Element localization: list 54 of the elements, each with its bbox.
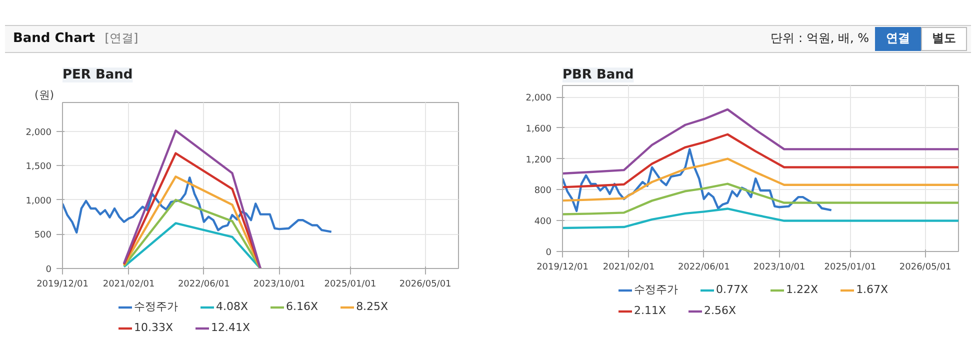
text: 별도 [921,27,967,51]
legend-label: 10.33X [134,321,174,334]
x-tick-label: 2026/05/01 [399,280,452,290]
y-tick-label: 400 [534,217,552,228]
line-series [62,176,332,234]
x-tick-label: 2019/12/01 [536,262,588,272]
line-series [122,198,262,268]
x-tick-label: 2022/06/01 [178,280,230,290]
text: 단위 : 억원, 배, % [770,31,869,46]
x-tick-label: 2023/10/01 [753,262,806,272]
y-tick-label: 1,200 [526,155,552,166]
y-tick-label: 2,000 [26,128,52,138]
line-series [122,152,262,268]
legend-label: 2.56X [704,304,736,317]
line-series [562,148,832,212]
legend-label: 8.25X [356,300,388,313]
line-series [122,175,262,268]
legend-label: 12.41X [211,321,250,334]
line-series [562,158,958,202]
legend-label: 2.11X [634,304,666,317]
line-series [122,130,262,268]
legend-label: 1.22X [786,283,818,296]
text: 연결 [875,27,921,51]
legend-label: 0.77X [716,283,748,296]
text: Band Chart [13,30,95,46]
legend-label: 수정주가 [134,299,178,314]
line-series [562,208,958,230]
line-series [562,108,958,175]
text: [연결] [104,30,138,45]
y-tick-label: 500 [34,230,52,241]
chart-title: PER Band [62,68,133,82]
x-tick-label: 2021/02/01 [602,262,655,272]
x-tick-label: 2023/10/01 [253,280,306,290]
x-tick-label: 2026/05/01 [899,262,952,272]
legend-label: 4.08X [216,300,248,313]
line-series [562,133,958,188]
y-tick-label: 1,000 [26,196,52,206]
y-tick-label: 1,500 [26,162,52,172]
y-tick-label: 1,600 [526,124,552,134]
x-tick-label: 2025/01/01 [324,280,376,290]
y-tick-label: 0 [546,248,552,258]
line-series [562,182,958,216]
legend-label: 1.67X [856,283,888,296]
legend-label: 수정주가 [634,282,678,297]
x-tick-label: 2025/01/01 [824,262,876,272]
x-tick-label: 2019/12/01 [36,280,88,290]
chart-title: PBR Band [562,68,634,82]
y-axis-title: (원) [34,88,54,102]
y-tick-label: 0 [46,265,52,275]
y-tick-label: 2,000 [526,94,552,104]
x-tick-label: 2021/02/01 [102,280,155,290]
y-tick-label: 800 [534,186,552,196]
legend-label: 6.16X [286,300,318,313]
x-tick-label: 2022/06/01 [678,262,730,272]
